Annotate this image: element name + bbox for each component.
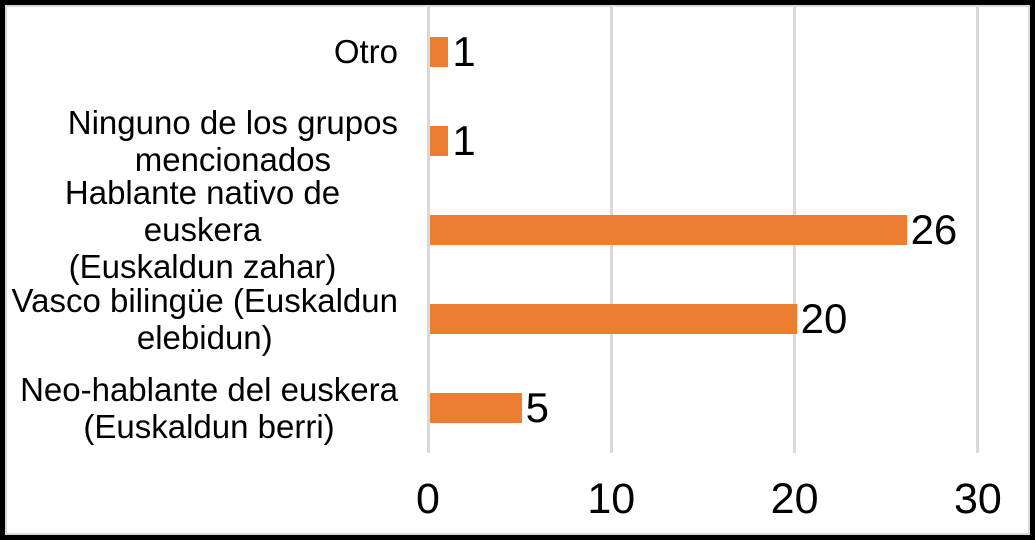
data-label: 20: [800, 295, 848, 343]
category-label: Ninguno de los grupos mencionados: [7, 96, 398, 185]
chart-row: Otro 1: [7, 7, 1028, 96]
data-label: 1: [452, 27, 476, 75]
x-axis-tick-label: 20: [770, 475, 819, 523]
bar: [430, 36, 449, 67]
bar: [430, 214, 907, 245]
x-axis-tick-label: 30: [953, 475, 1002, 523]
chart-row: Vasco bilingüe (Euskaldun elebidun) 20: [7, 275, 1028, 364]
category-label-text: Vasco bilingüe (Euskaldun elebidun): [11, 282, 398, 357]
category-label-text: Otro: [333, 33, 398, 71]
category-label: Hablante nativo de euskera (Euskaldun za…: [7, 174, 398, 285]
category-label-text: Neo-hablante del euskera (Euskaldun berr…: [20, 371, 398, 446]
chart-row: Ninguno de los grupos mencionados 1: [7, 96, 1028, 185]
bar: [430, 125, 449, 156]
data-label: 1: [452, 116, 476, 164]
bar: [430, 304, 797, 335]
category-label: Otro: [7, 7, 398, 96]
category-label-text: Ninguno de los grupos mencionados: [67, 103, 398, 178]
y-axis-line: [426, 7, 430, 453]
bar: [430, 393, 522, 424]
data-label: 5: [525, 384, 549, 432]
x-axis-tick-label: 10: [587, 475, 636, 523]
gridline: [976, 7, 980, 453]
x-axis-tick-label: 0: [416, 475, 440, 523]
category-label: Vasco bilingüe (Euskaldun elebidun): [7, 275, 398, 364]
chart-row: Neo-hablante del euskera (Euskaldun berr…: [7, 364, 1028, 453]
category-label: Neo-hablante del euskera (Euskaldun berr…: [7, 364, 398, 453]
category-label-text: Hablante nativo de euskera (Euskaldun za…: [64, 174, 341, 286]
data-label: 26: [910, 205, 958, 253]
chart-row: Hablante nativo de euskera (Euskaldun za…: [7, 174, 1028, 285]
bar-chart: Otro 1 Ninguno de los grupos mencionados 1 H…: [5, 5, 1030, 535]
